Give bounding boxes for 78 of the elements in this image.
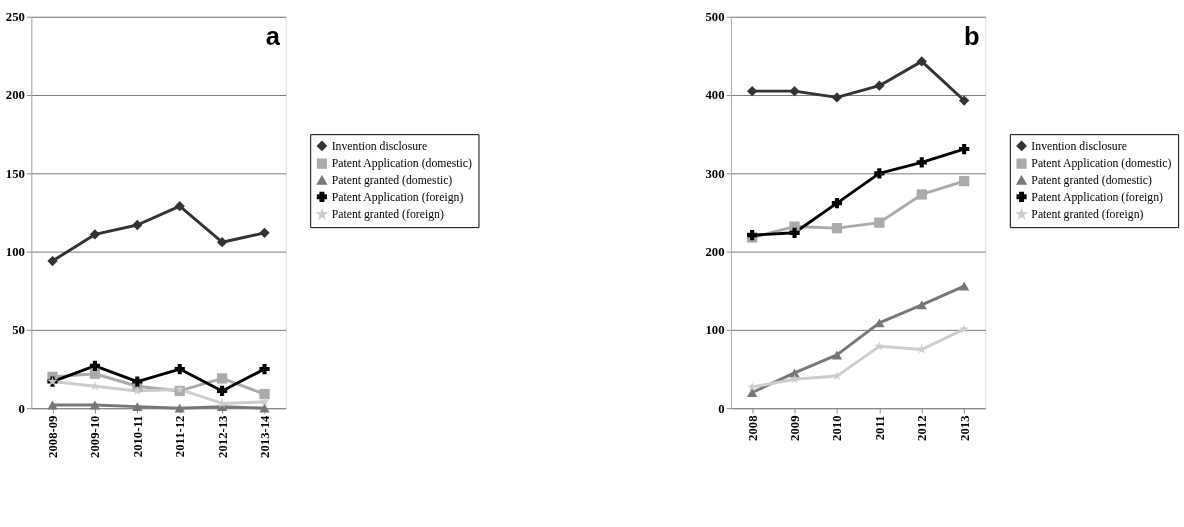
legend-label: Patent Application (foreign) xyxy=(1031,190,1164,204)
point xyxy=(259,227,270,238)
point xyxy=(132,376,143,387)
point xyxy=(174,403,185,413)
x-tick-label: 2011 xyxy=(872,415,887,441)
point xyxy=(959,323,970,334)
legend-label: Patent Application (domestic) xyxy=(1031,157,1172,171)
y-tick-label: 500 xyxy=(705,10,725,25)
legend-label: Invention disclosure xyxy=(331,139,428,153)
point xyxy=(916,300,927,310)
point xyxy=(959,176,970,187)
point xyxy=(216,385,228,397)
point xyxy=(47,255,58,267)
point xyxy=(747,388,758,397)
point xyxy=(916,189,927,200)
point xyxy=(789,374,800,384)
point xyxy=(831,92,843,103)
point xyxy=(216,373,228,384)
point xyxy=(747,86,758,97)
point xyxy=(959,281,970,291)
y-tick-label: 0 xyxy=(18,401,25,416)
point xyxy=(831,350,843,360)
point xyxy=(89,229,101,240)
x-tick-label: 2011-12 xyxy=(173,415,188,458)
point xyxy=(916,157,927,168)
y-tick-label: 400 xyxy=(705,88,725,103)
legend-label: Patent granted (domestic) xyxy=(1031,174,1153,188)
point xyxy=(831,223,843,234)
x-tick-label: 2009-10 xyxy=(88,415,103,458)
y-tick-label: 150 xyxy=(5,166,25,181)
y-tick-label: 200 xyxy=(5,88,25,103)
point xyxy=(916,56,927,67)
point xyxy=(216,237,228,248)
x-tick-label: 2008-09 xyxy=(45,415,60,458)
point xyxy=(831,197,843,209)
y-tick-label: 100 xyxy=(5,245,25,260)
y-tick-label: 200 xyxy=(705,245,725,260)
point xyxy=(259,403,270,413)
point xyxy=(874,318,885,328)
point xyxy=(959,143,970,155)
point xyxy=(174,363,185,375)
point xyxy=(132,402,143,412)
chart-title: a xyxy=(265,22,281,51)
point xyxy=(874,80,885,91)
legend-label: Patent Application (domestic) xyxy=(331,157,472,171)
x-tick-label: 2012-13 xyxy=(215,415,230,458)
y-tick-label: 100 xyxy=(705,323,725,338)
point xyxy=(874,217,885,228)
point xyxy=(259,388,270,400)
x-tick-label: 2013-14 xyxy=(257,414,272,458)
point xyxy=(132,385,143,396)
legend-label: Invention disclosure xyxy=(1031,139,1127,153)
point xyxy=(132,219,143,231)
x-tick-label: 2009 xyxy=(787,415,802,441)
y-tick-label: 0 xyxy=(718,401,725,416)
point xyxy=(89,360,101,372)
x-tick-label: 2012 xyxy=(915,415,930,441)
point xyxy=(874,168,885,179)
legend-label: Patent granted (foreign) xyxy=(1031,208,1144,222)
x-tick-label: 2008 xyxy=(745,415,760,441)
point xyxy=(832,370,842,381)
x-tick-label: 2013 xyxy=(957,415,972,441)
point xyxy=(259,396,270,407)
point xyxy=(874,341,885,351)
x-tick-label: 2010-11 xyxy=(130,415,145,458)
y-tick-label: 300 xyxy=(705,166,725,181)
legend-label: Patent Application (foreign) xyxy=(331,190,464,204)
point xyxy=(789,227,800,238)
point xyxy=(259,363,270,375)
chart-title: b xyxy=(963,22,980,51)
y-tick-label: 50 xyxy=(12,323,25,338)
legend-label: Patent granted (foreign) xyxy=(331,208,444,222)
x-tick-label: 2010 xyxy=(830,415,845,441)
point xyxy=(789,86,800,97)
legend-label: Patent granted (domestic) xyxy=(331,174,453,188)
point xyxy=(959,95,970,106)
point xyxy=(174,201,185,212)
y-tick-label: 250 xyxy=(5,10,25,25)
